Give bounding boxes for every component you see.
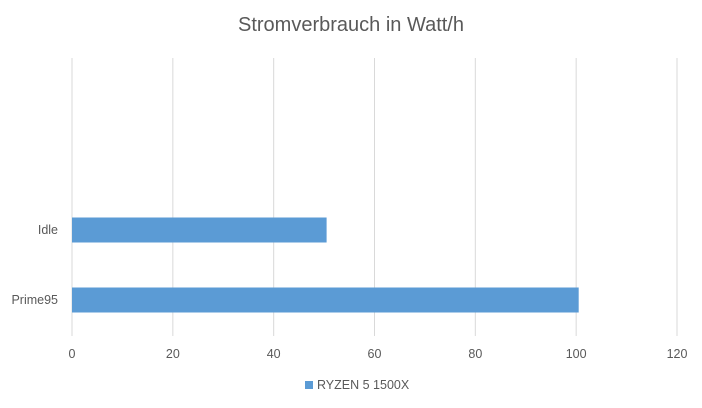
x-tick-label: 60: [368, 347, 382, 361]
legend-label: RYZEN 5 1500X: [317, 378, 410, 392]
bar-idle: [72, 217, 327, 243]
x-tick-label: 100: [566, 347, 587, 361]
x-tick-label: 120: [667, 347, 688, 361]
x-tick-labels: 0 20 40 60 80 100 120: [69, 347, 688, 361]
category-label: Prime95: [11, 293, 58, 307]
category-label: Idle: [38, 223, 58, 237]
x-tick-label: 80: [468, 347, 482, 361]
x-tick-label: 20: [166, 347, 180, 361]
legend: RYZEN 5 1500X: [305, 378, 410, 392]
bar-prime95: [72, 287, 579, 313]
x-tick-label: 0: [69, 347, 76, 361]
legend-swatch: [305, 381, 313, 389]
grid: [71, 58, 678, 336]
chart-title: Stromverbrauch in Watt/h: [238, 14, 464, 36]
category-labels: Idle Prime95: [11, 223, 58, 307]
x-tick-label: 40: [267, 347, 281, 361]
bars: [72, 217, 579, 313]
